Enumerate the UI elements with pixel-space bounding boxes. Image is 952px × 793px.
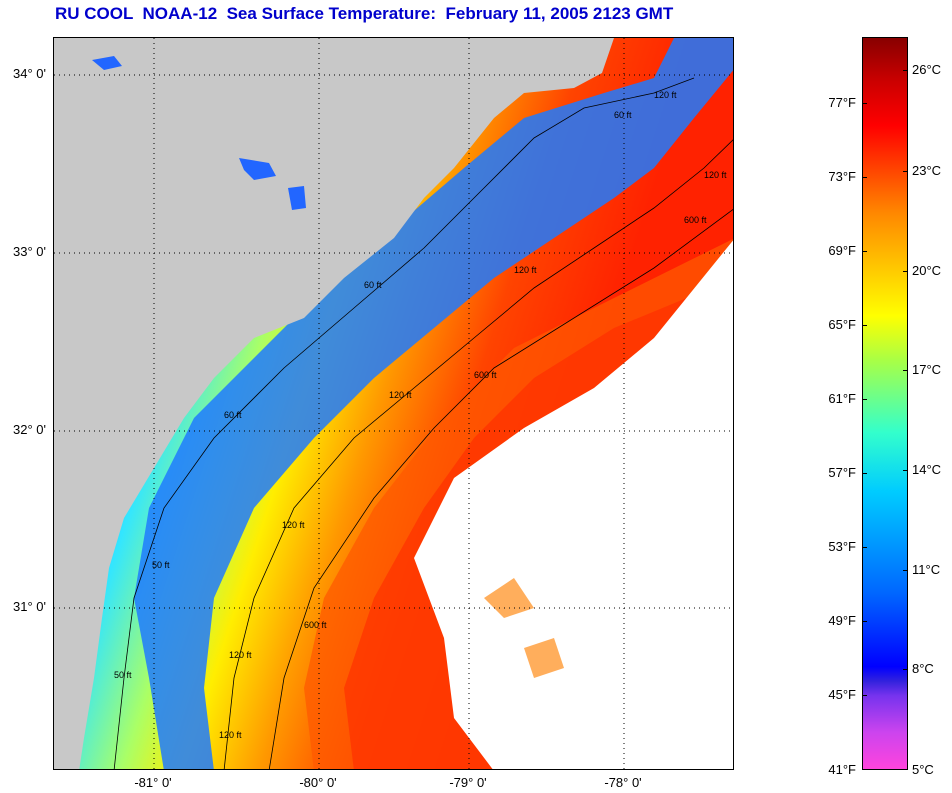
colorbar-fahrenheit-label: 61°F [828, 391, 856, 406]
colorbar-tick [903, 70, 908, 71]
colorbar-fahrenheit-label: 69°F [828, 243, 856, 258]
colorbar-tick [903, 271, 908, 272]
isobath-label: 50 ft [114, 670, 132, 680]
temperature-colorbar [862, 37, 908, 770]
isobath-label: 50 ft [152, 560, 170, 570]
isobath-label: 60 ft [364, 280, 382, 290]
graticule [54, 38, 733, 769]
colorbar-tick [862, 251, 867, 252]
isobath-label: 60 ft [224, 410, 242, 420]
lake [239, 158, 276, 180]
sst-map-canvas: 50 ft 60 ft 120 ft 600 ft 120 ft 60 ft 1… [54, 38, 733, 769]
colorbar-tick [862, 473, 867, 474]
colorbar-tick [903, 470, 908, 471]
isobath-label: 120 ft [654, 90, 677, 100]
colorbar-tick [862, 621, 867, 622]
cloud-gap [484, 578, 564, 678]
colorbar-fahrenheit-label: 73°F [828, 169, 856, 184]
latitude-label: 34° 0' [13, 66, 46, 81]
longitude-label: -81° 0' [134, 775, 172, 790]
latitude-label: 33° 0' [13, 244, 46, 259]
colorbar-tick [862, 103, 867, 104]
isobath-label: 600 ft [684, 215, 707, 225]
colorbar-tick [862, 547, 867, 548]
isobath-label: 120 ft [282, 520, 305, 530]
colorbar-tick [862, 177, 867, 178]
latitude-label: 32° 0' [13, 422, 46, 437]
lake [288, 186, 306, 210]
lake [92, 56, 122, 70]
isobath-label: 600 ft [304, 620, 327, 630]
colorbar-fahrenheit-label: 77°F [828, 95, 856, 110]
isobath-label: 600 ft [474, 370, 497, 380]
colorbar-celsius-label: 14°C [912, 462, 942, 477]
colorbar-celsius-label: 26°C [912, 62, 942, 77]
isobath-label: 120 ft [389, 390, 412, 400]
isobath-label: 120 ft [514, 265, 537, 275]
colorbar-fahrenheit-label: 65°F [828, 317, 856, 332]
colorbar-fahrenheit-label: 49°F [828, 613, 856, 628]
page-title: RU COOL NOAA-12 Sea Surface Temperature:… [55, 4, 674, 23]
isobath-label: 120 ft [229, 650, 252, 660]
colorbar-tick [862, 325, 867, 326]
colorbar-tick [862, 399, 867, 400]
colorbar-tick [903, 570, 908, 571]
colorbar-celsius-label: 20°C [912, 263, 942, 278]
colorbar-celsius-label: 8°C [912, 661, 934, 676]
longitude-label: -78° 0' [604, 775, 642, 790]
isobath-label: 60 ft [614, 110, 632, 120]
cold-coastal-water [134, 38, 733, 769]
colorbar-fahrenheit-label: 41°F [828, 762, 856, 777]
colorbar-tick [903, 370, 908, 371]
colorbar-fahrenheit-label: 45°F [828, 687, 856, 702]
land [54, 38, 614, 769]
isobath-label: 120 ft [219, 730, 242, 740]
longitude-label: -79° 0' [449, 775, 487, 790]
colorbar-celsius-label: 11°C [912, 562, 941, 577]
colorbar-celsius-label: 17°C [912, 362, 942, 377]
colorbar-tick [903, 669, 908, 670]
latitude-label: 31° 0' [13, 599, 46, 614]
isobaths [113, 77, 733, 769]
colorbar-tick [903, 171, 908, 172]
longitude-label: -80° 0' [299, 775, 337, 790]
isobath-label: 120 ft [704, 170, 727, 180]
cloud-cover [414, 240, 733, 769]
colorbar-celsius-label: 23°C [912, 163, 942, 178]
sst-map: 50 ft 60 ft 120 ft 600 ft 120 ft 60 ft 1… [53, 37, 734, 770]
colorbar-tick [862, 695, 867, 696]
colorbar-fahrenheit-label: 53°F [828, 539, 856, 554]
colorbar-celsius-label: 5°C [912, 762, 934, 777]
colorbar-fahrenheit-label: 57°F [828, 465, 856, 480]
